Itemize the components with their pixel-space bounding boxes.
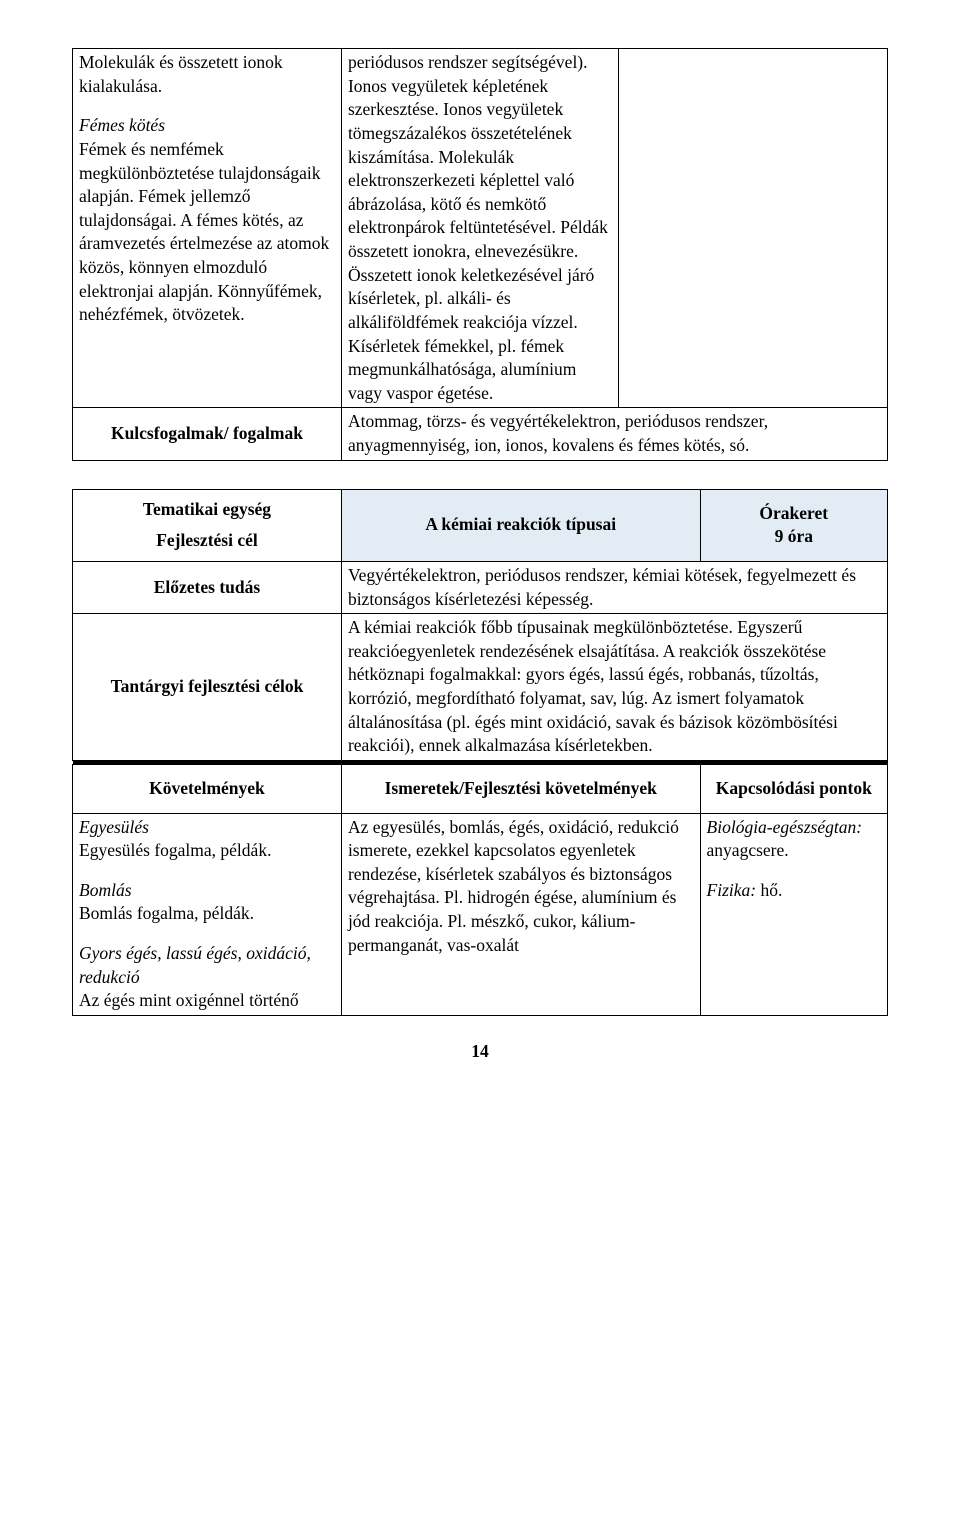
upper-left-h1: Fémes kötés	[79, 114, 335, 138]
upper-left-cell: Molekulák és összetett ionok kialakulása…	[73, 49, 342, 408]
r1c1-p2: Bomlás fogalma, példák.	[79, 902, 335, 926]
kapcsolodas-header: Kapcsolódási pontok	[716, 778, 872, 798]
tematikai-label: Tematikai egység	[77, 498, 337, 522]
elozetes-text: Vegyértékelektron, periódusos rendszer, …	[348, 565, 856, 609]
tematikai-cell: Tematikai egység Fejlesztési cél	[73, 489, 342, 561]
r1c1-p3: Az égés mint oxigénnel történő	[79, 989, 335, 1013]
fejlesztesi-label: Fejlesztési cél	[77, 529, 337, 553]
page-number: 14	[72, 1040, 888, 1064]
r1c3-l1t: anyagcsere.	[707, 840, 789, 860]
kulcs-text: Atommag, törzs- és vegyértékelektron, pe…	[348, 411, 768, 455]
ismeretek-header-cell: Ismeretek/Fejlesztési követelmények	[341, 764, 700, 813]
kulcs-text-cell: Atommag, törzs- és vegyértékelektron, pe…	[341, 408, 887, 460]
row1-col2-cell: Az egyesülés, bomlás, égés, oxidáció, re…	[341, 813, 700, 1015]
row1-col3-cell: Biológia-egészségtan: anyagcsere. Fizika…	[700, 813, 887, 1015]
upper-middle-p1: periódusos rendszer segítségével). Ionos…	[348, 51, 612, 405]
title-cell: A kémiai reakciók típusai	[341, 489, 700, 561]
orak-label: Órakeret	[707, 502, 881, 526]
tantargyi-label: Tantárgyi fejlesztési célok	[111, 676, 304, 696]
r1c3-l1i: Biológia-egészségtan:	[707, 817, 863, 837]
elozetes-label: Előzetes tudás	[154, 577, 260, 597]
row1-col1-cell: Egyesülés Egyesülés fogalma, példák. Bom…	[73, 813, 342, 1015]
r1c3-l2i: Fizika:	[707, 880, 757, 900]
r1c1-h3: Gyors égés, lassú égés, oxidáció, redukc…	[79, 942, 335, 989]
r1c3-l2t: hő.	[756, 880, 782, 900]
kovetelmenyek-header-cell: Követelmények	[73, 764, 342, 813]
upper-left-p2: Fémek és nemfémek megkülönböztetése tula…	[79, 138, 335, 327]
tantargyi-text-cell: A kémiai reakciók főbb típusainak megkül…	[341, 614, 887, 761]
tantargyi-label-cell: Tantárgyi fejlesztési célok	[73, 614, 342, 761]
r1c1-h1: Egyesülés	[79, 816, 335, 840]
upper-table: Molekulák és összetett ionok kialakulása…	[72, 48, 888, 461]
kulcs-label: Kulcsfogalmak/ fogalmak	[111, 423, 303, 443]
orak-cell: Órakeret 9 óra	[700, 489, 887, 561]
upper-right-cell	[619, 49, 888, 408]
elozetes-text-cell: Vegyértékelektron, periódusos rendszer, …	[341, 561, 887, 613]
elozetes-label-cell: Előzetes tudás	[73, 561, 342, 613]
ismeretek-header: Ismeretek/Fejlesztési követelmények	[385, 778, 657, 798]
tantargyi-text: A kémiai reakciók főbb típusainak megkül…	[348, 617, 838, 755]
upper-left-p1: Molekulák és összetett ionok kialakulása…	[79, 51, 335, 98]
kapcsolodas-header-cell: Kapcsolódási pontok	[700, 764, 887, 813]
kovetelmenyek-header: Követelmények	[149, 778, 265, 798]
orak-value: 9 óra	[707, 525, 881, 549]
kulcs-label-cell: Kulcsfogalmak/ fogalmak	[73, 408, 342, 460]
r1c1-p1: Egyesülés fogalma, példák.	[79, 839, 335, 863]
upper-middle-cell: periódusos rendszer segítségével). Ionos…	[341, 49, 618, 408]
r1c1-h2: Bomlás	[79, 879, 335, 903]
r1c2-text: Az egyesülés, bomlás, égés, oxidáció, re…	[348, 816, 694, 958]
lower-table: Tematikai egység Fejlesztési cél A kémia…	[72, 489, 888, 1016]
title-text: A kémiai reakciók típusai	[425, 514, 616, 534]
